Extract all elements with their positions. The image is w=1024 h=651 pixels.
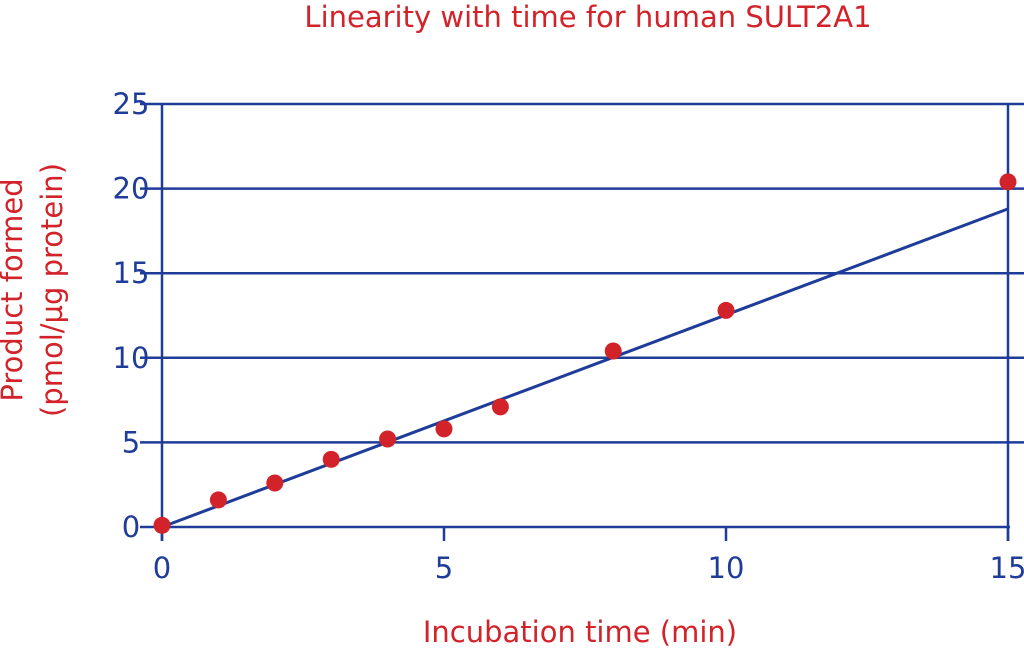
trendline bbox=[161, 207, 1009, 529]
x-tick-label-10: 10 bbox=[708, 551, 745, 585]
x-tick-label-15: 15 bbox=[990, 551, 1024, 585]
y-axis-label-line-2: (pmol/µg protein) bbox=[35, 163, 69, 417]
y-axis-label-line-1: Product formed bbox=[0, 178, 29, 401]
y-tick-label-0: 0 bbox=[122, 510, 140, 544]
data-point-7 bbox=[604, 342, 622, 360]
y-tick-label-25: 25 bbox=[113, 87, 150, 121]
data-points bbox=[153, 173, 1017, 534]
y-tick-label-10: 10 bbox=[113, 341, 150, 375]
x-tick-label-5: 5 bbox=[435, 551, 453, 585]
tick-labels: 0 5 10 15 20 25 0 5 10 15 bbox=[113, 87, 1024, 585]
x-axis-label: Incubation time (min) bbox=[423, 615, 737, 649]
data-point-6 bbox=[491, 398, 509, 416]
y-axis-label: Product formed (pmol/µg protein) bbox=[0, 163, 69, 417]
data-point-9 bbox=[999, 173, 1017, 191]
grid-lines bbox=[140, 102, 1024, 444]
data-point-3 bbox=[322, 450, 340, 468]
axes bbox=[140, 104, 1010, 541]
data-point-8 bbox=[717, 301, 735, 319]
trendline-group bbox=[161, 207, 1009, 529]
chart-title: Linearity with time for human SULT2A1 bbox=[304, 0, 871, 34]
y-tick-label-15: 15 bbox=[113, 256, 150, 290]
data-point-5 bbox=[435, 420, 453, 438]
x-tick-label-0: 0 bbox=[153, 551, 171, 585]
data-point-2 bbox=[266, 474, 284, 492]
data-point-0 bbox=[153, 516, 171, 534]
data-point-4 bbox=[379, 430, 397, 448]
y-tick-label-5: 5 bbox=[122, 425, 140, 459]
data-point-1 bbox=[209, 491, 227, 509]
y-tick-label-20: 20 bbox=[113, 172, 150, 206]
